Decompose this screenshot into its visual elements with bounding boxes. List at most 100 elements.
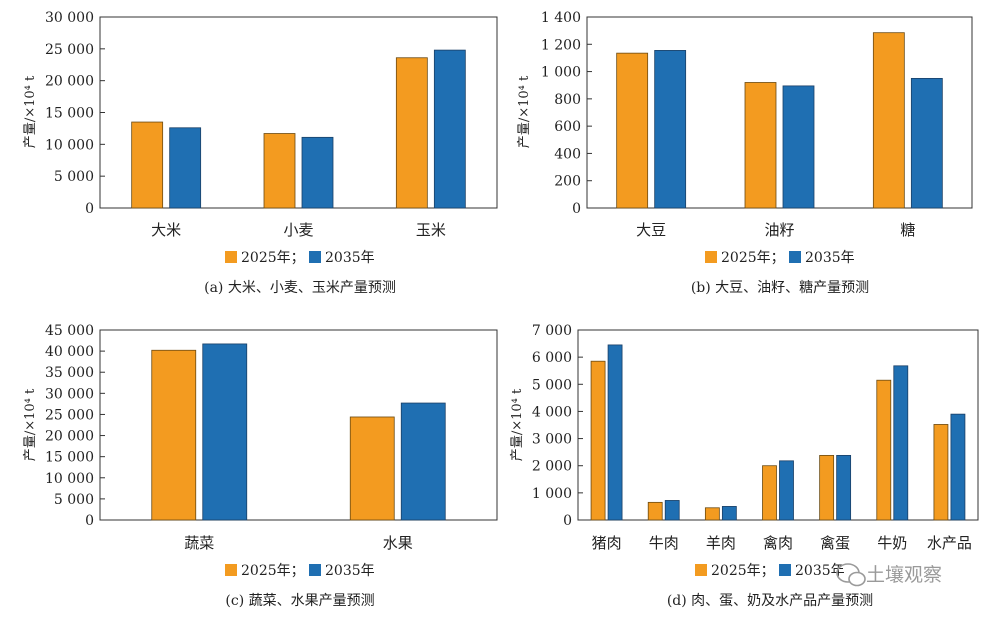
y-tick-label: 30 000 [45,10,94,26]
y-tick-label: 45 000 [45,323,94,339]
bar-2025-3 [762,465,777,521]
y-tick-label: 25 000 [45,42,94,58]
chart-panel-a: 0 5 000 10 000 15 000 20 000 25 000 30 000 产量/×… [23,10,498,296]
bar-2025-0 [590,360,606,521]
legend-swatch-2025 [705,251,717,263]
bar-2035-0 [169,127,202,209]
chart-panel-c: 0 5 000 10 000 15 000 20 000 25 000 30 000 35 0… [23,323,498,609]
plot-frame [577,329,979,521]
y-tick-label: 0 [85,513,94,529]
x-category-label: 大米 [151,221,181,239]
legend-swatch-2035 [309,564,321,576]
y-tick-label: 600 [554,119,581,135]
panel-caption: (b) 大豆、油籽、糖产量预测 [691,280,869,296]
bar-2025-1 [263,133,296,209]
y-tick-label: 3 000 [532,432,572,448]
x-category-label: 水果 [383,534,413,552]
y-axis-label: 产量/×10⁴ t [510,388,525,461]
bar-2035-5 [893,365,909,521]
bar-2025-2 [704,507,720,521]
y-tick-label: 5 000 [54,492,94,508]
bar-2025-6 [933,424,949,521]
x-category-label: 大豆 [636,221,666,239]
legend-swatch-2035 [789,251,801,263]
y-tick-label: 15 000 [45,106,94,122]
y-tick-label: 30 000 [45,386,94,402]
x-category-label: 蔬菜 [184,534,214,552]
panel-caption: (c) 蔬菜、水果产量预测 [225,593,374,609]
bar-2035-2 [721,506,737,521]
x-category-label: 玉米 [416,221,446,239]
x-category-label: 禽肉 [763,534,793,552]
watermark-text: 土壤观察 [866,564,942,586]
y-tick-label: 7 000 [532,323,572,339]
legend-swatch-2025 [225,251,237,263]
bar-2035-2 [910,77,943,209]
x-category-label: 牛奶 [877,534,907,552]
bar-2035-1 [400,402,446,521]
bar-2035-0 [607,344,623,521]
legend-label-2035: 2035年 [805,250,855,266]
y-tick-label: 20 000 [45,74,94,90]
bar-2025-2 [395,57,428,209]
y-axis-label: 产量/×10⁴ t [517,75,532,148]
bar-2035-4 [836,454,852,521]
y-tick-label: 2 000 [532,459,572,475]
bar-2035-1 [301,136,334,209]
bar-2025-0 [616,52,649,209]
y-tick-label: 0 [572,201,581,217]
legend-label-2035: 2035年 [325,563,375,579]
wechat-bubble-small [848,571,866,587]
y-tick-label: 0 [85,201,94,217]
bar-2025-0 [151,349,197,521]
legend-label-2025: 2025年； [241,250,305,266]
y-tick-label: 10 000 [45,137,94,153]
bar-2025-1 [744,82,777,209]
bar-2035-1 [782,85,815,209]
bar-2035-3 [779,460,794,521]
bar-2025-1 [647,501,663,521]
y-tick-label: 0 [563,513,572,529]
y-tick-label: 1 000 [541,65,581,81]
y-tick-label: 1 000 [532,486,572,502]
x-category-label: 糖 [900,221,915,239]
legend-label-2035: 2035年 [795,563,845,579]
y-tick-label: 25 000 [45,407,94,423]
y-tick-label: 4 000 [532,404,572,420]
y-tick-label: 200 [554,174,581,190]
y-tick-label: 1 400 [541,10,581,26]
chart-panel-d: 0 1 000 2 000 3 000 4 000 5 000 6 000 7 000 产量/×… [510,323,979,609]
x-category-label: 猪肉 [592,534,622,552]
legend-swatch-2035 [309,251,321,263]
legend-swatch-2025 [225,564,237,576]
y-tick-label: 6 000 [532,350,572,366]
plot-frame [586,16,973,209]
y-tick-label: 800 [554,92,581,108]
legend-label-2025: 2025年； [711,563,775,579]
bar-2035-0 [654,50,687,209]
wechat-icon [836,563,866,587]
y-tick-label: 1 200 [541,37,581,53]
bar-2035-6 [950,413,966,521]
y-tick-label: 5 000 [532,377,572,393]
y-tick-label: 15 000 [45,450,94,466]
y-tick-label: 10 000 [45,471,94,487]
legend-label-2025: 2025年； [241,563,305,579]
x-category-label: 禽蛋 [820,534,850,552]
y-tick-label: 5 000 [54,169,94,185]
y-axis-label: 产量/×10⁴ t [23,388,38,461]
y-tick-label: 400 [554,146,581,162]
bar-2035-2 [433,49,466,209]
bar-2025-1 [349,416,395,521]
panel-caption: (d) 肉、蛋、奶及水产品产量预测 [667,593,873,609]
bar-2035-1 [664,500,680,521]
legend-swatch-2025 [695,564,707,576]
legend-swatch-2035 [779,564,791,576]
x-category-label: 小麦 [283,221,313,239]
legend-label-2035: 2035年 [325,250,375,266]
x-category-label: 水产品 [927,534,972,552]
panel-caption: (a) 大米、小麦、玉米产量预测 [204,280,396,296]
bar-2025-5 [876,379,892,521]
x-category-label: 牛肉 [649,534,679,552]
